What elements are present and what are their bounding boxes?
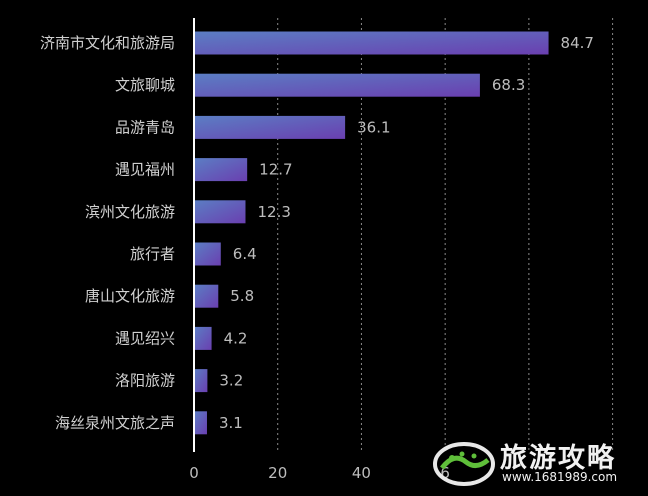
category-label: 济南市文化和旅游局: [40, 34, 175, 52]
value-label: 68.3: [492, 76, 525, 94]
value-label: 5.8: [230, 287, 254, 305]
watermark-logo-icon: [433, 442, 495, 486]
value-label: 36.1: [357, 118, 390, 136]
bar: [194, 369, 208, 393]
value-label: 3.1: [219, 414, 243, 432]
value-label: 3.2: [219, 372, 243, 390]
value-labels: 84.7 68.3 36.1 12.7 12.3 6.4 5.8 4.2 3.2 3.1: [219, 34, 594, 432]
category-label: 滨州文化旅游: [85, 203, 175, 221]
value-label: 12.7: [259, 161, 292, 179]
x-tick-label: 0: [189, 464, 199, 482]
watermark: 旅游攻略 www.1681989.com: [432, 434, 642, 490]
value-label: 12.3: [257, 203, 290, 221]
category-label: 旅行者: [130, 245, 175, 263]
category-label: 唐山文化旅游: [85, 287, 175, 305]
category-label: 品游青岛: [115, 118, 175, 136]
category-label: 遇见绍兴: [115, 329, 175, 347]
x-tick-label: 40: [352, 464, 371, 482]
bar: [194, 326, 212, 350]
x-tick-label: 6: [440, 464, 450, 482]
category-label: 遇见福州: [115, 161, 175, 179]
bar: [194, 200, 246, 224]
value-label: 84.7: [561, 34, 594, 52]
category-label: 洛阳旅游: [115, 372, 175, 390]
grid-lines: [277, 18, 614, 452]
bar: [194, 31, 549, 55]
value-label: 4.2: [224, 329, 248, 347]
value-label: 6.4: [233, 245, 257, 263]
category-label: 文旅聊城: [115, 76, 175, 94]
bar: [194, 115, 346, 139]
x-tick-label: 20: [268, 464, 287, 482]
watermark-url: www.1681989.com: [502, 470, 618, 484]
bars: [194, 31, 549, 435]
bar: [194, 158, 248, 182]
bar: [194, 242, 221, 266]
category-label: 海丝泉州文旅之声: [55, 414, 175, 432]
bar: [194, 411, 207, 435]
x-tick-labels: 0 20 40 6: [189, 464, 450, 482]
category-labels: 济南市文化和旅游局文旅聊城品游青岛遇见福州滨州文化旅游旅行者唐山文化旅游遇见绍兴…: [40, 34, 175, 432]
bar: [194, 73, 480, 97]
watermark-title: 旅游攻略: [500, 443, 616, 474]
bar: [194, 284, 219, 308]
